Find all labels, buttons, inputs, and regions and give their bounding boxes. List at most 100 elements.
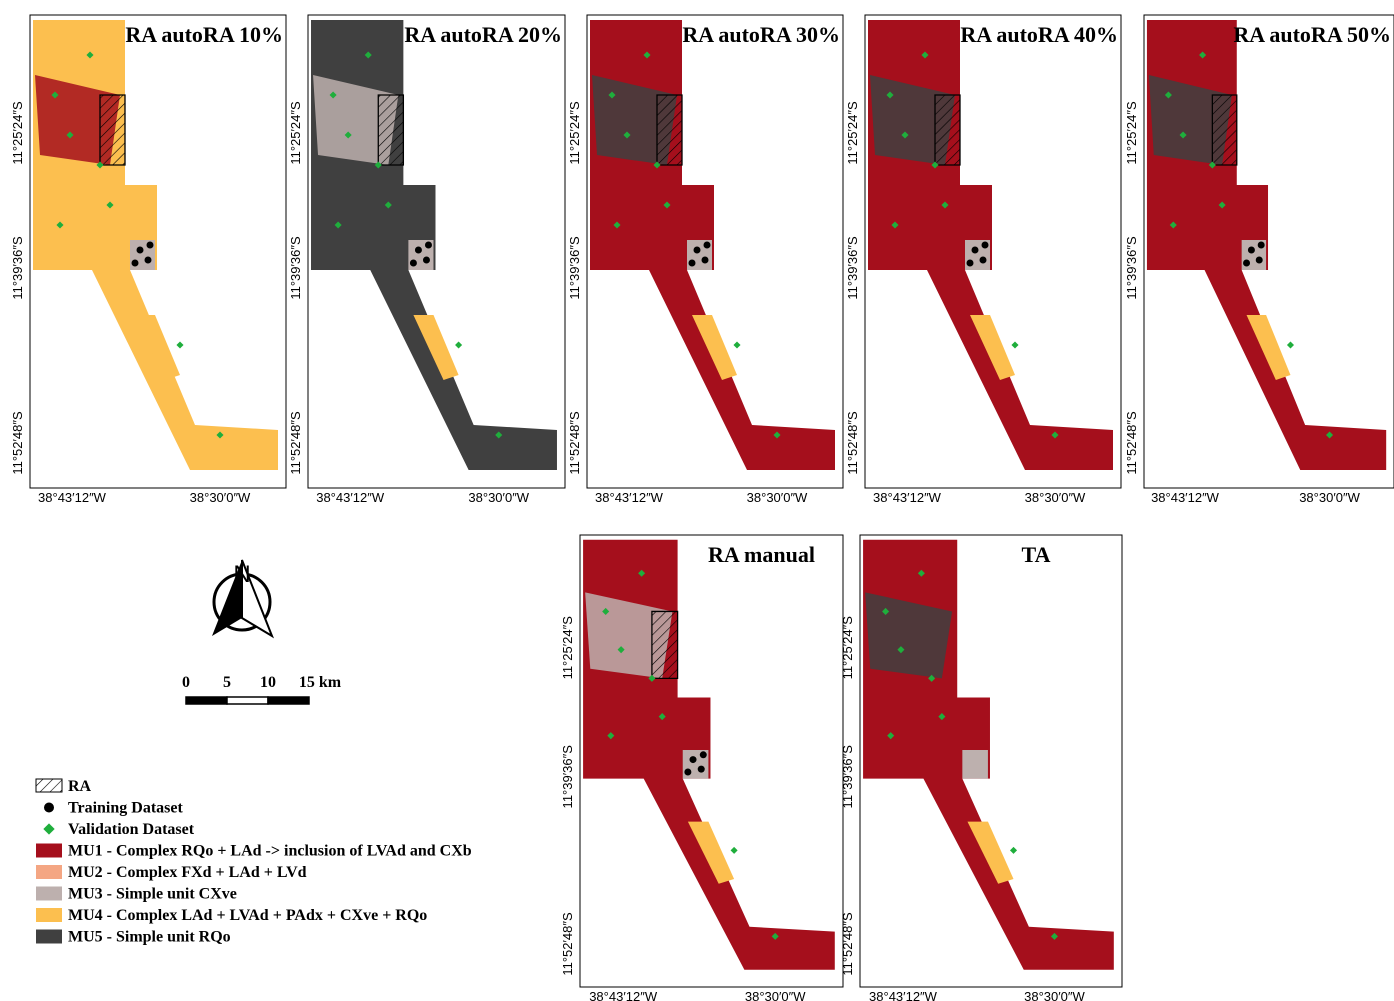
legend-label: MU3 - Simple unit CXve bbox=[68, 886, 237, 903]
longitude-label: 38°30′0″W bbox=[190, 490, 251, 505]
longitude-label: 38°43′12″W bbox=[589, 989, 658, 1001]
legend-label: RA bbox=[68, 778, 92, 795]
training-point bbox=[145, 257, 152, 264]
longitude-label: 38°43′12″W bbox=[595, 490, 664, 505]
legend-swatch bbox=[36, 779, 62, 792]
legend-swatch bbox=[43, 823, 54, 834]
map-panel: RA autoRA 50%11°25′24″S11°39′36″S11°52′4… bbox=[1124, 15, 1394, 505]
longitude-label: 38°30′0″W bbox=[468, 490, 529, 505]
map-panel: RA autoRA 30% 11°25′24″S 11°39′36″S 11°52′4… bbox=[567, 15, 843, 505]
latitude-label: 11°52′48″S bbox=[10, 411, 25, 475]
latitude-label: 11°25′24″S bbox=[845, 101, 860, 165]
longitude-label: 38°43′12″W bbox=[873, 490, 942, 505]
scale-label: 5 bbox=[223, 674, 231, 691]
map-panel: TA 11°25′24″S 11°39′36″S 11°52′48″S 38°43′12… bbox=[840, 535, 1122, 1001]
scale-label: 10 bbox=[260, 674, 276, 691]
training-point bbox=[690, 756, 697, 763]
panel-title: RA autoRA 30% bbox=[682, 22, 840, 47]
legend-label: Validation Dataset bbox=[68, 821, 195, 838]
training-point bbox=[704, 242, 711, 249]
longitude-label: 38°43′12″W bbox=[869, 989, 938, 1001]
legend-label: Training Dataset bbox=[68, 800, 183, 817]
training-point bbox=[410, 260, 417, 267]
latitude-label: 11°25′24″S bbox=[567, 101, 582, 165]
training-point bbox=[1243, 260, 1250, 267]
training-point bbox=[1248, 247, 1255, 254]
training-point bbox=[423, 257, 430, 264]
training-point bbox=[684, 768, 691, 775]
legend-label: MU4 - Complex LAd + LVAd + PAdx + CXve +… bbox=[68, 907, 427, 924]
legend-swatch bbox=[44, 803, 54, 813]
training-point bbox=[689, 260, 696, 267]
training-point bbox=[702, 257, 709, 264]
latitude-label: 11°39′36″S bbox=[840, 745, 855, 809]
north-label: N bbox=[233, 561, 250, 588]
legend-label: MU2 - Complex FXd + LAd + LVd bbox=[68, 864, 307, 881]
legend-swatch bbox=[36, 844, 62, 858]
longitude-label: 38°43′12″W bbox=[38, 490, 107, 505]
training-point bbox=[425, 242, 432, 249]
longitude-label: 38°43′12″W bbox=[316, 490, 385, 505]
ra-area bbox=[935, 95, 960, 165]
longitude-label: 38°30′0″W bbox=[1299, 490, 1360, 505]
legend-label: MU5 - Simple unit RQo bbox=[68, 929, 231, 946]
legend-swatch bbox=[36, 865, 62, 879]
legend-swatch bbox=[36, 930, 62, 944]
ra-area bbox=[378, 95, 403, 165]
scale-segment bbox=[186, 697, 227, 704]
latitude-label: 11°25′24″S bbox=[288, 101, 303, 165]
training-point bbox=[1256, 257, 1263, 264]
training-point bbox=[980, 257, 987, 264]
north-arrow: N bbox=[212, 560, 272, 636]
latitude-label: 11°39′36″S bbox=[10, 236, 25, 300]
panel-title: TA bbox=[1022, 542, 1051, 567]
training-point bbox=[132, 260, 139, 267]
latitude-label: 11°52′48″S bbox=[1124, 411, 1139, 475]
training-point bbox=[972, 247, 979, 254]
training-point bbox=[698, 766, 705, 773]
legend-swatch bbox=[36, 887, 62, 901]
longitude-label: 38°30′0″W bbox=[1025, 490, 1086, 505]
panel-title: RA autoRA 20% bbox=[404, 22, 562, 47]
soil-patch bbox=[962, 750, 988, 779]
map-panel: RA autoRA 20% 11°25′24″S 11°39′36″S 11°52′4… bbox=[288, 15, 565, 505]
map-panel: RA autoRA 40%11°25′24″S11°39′36″S11°52′4… bbox=[845, 15, 1121, 505]
scale-label: 15 km bbox=[299, 674, 342, 691]
training-point bbox=[982, 242, 989, 249]
ra-area bbox=[657, 95, 682, 165]
panel-title: RA manual bbox=[708, 542, 815, 567]
latitude-label: 11°39′36″S bbox=[288, 236, 303, 300]
training-point bbox=[700, 751, 707, 758]
figure: RA autoRA 10% 11°25′24″S 11°39′36″S 11°52′4… bbox=[0, 0, 1394, 1001]
longitude-label: 38°43′12″W bbox=[1151, 490, 1220, 505]
longitude-label: 38°30′0″W bbox=[1024, 989, 1085, 1001]
latitude-label: 11°25′24″S bbox=[560, 616, 575, 680]
panel-title: RA autoRA 40% bbox=[960, 22, 1118, 47]
ra-area bbox=[652, 611, 678, 678]
map-panel: RA autoRA 10%11°25′24″S11°39′36″S11°52′4… bbox=[10, 15, 286, 505]
latitude-label: 11°39′36″S bbox=[1124, 236, 1139, 300]
panel-title: RA autoRA 10% bbox=[125, 22, 283, 47]
training-point bbox=[1258, 242, 1265, 249]
latitude-label: 11°39′36″S bbox=[567, 236, 582, 300]
scale-segment bbox=[227, 697, 268, 704]
training-point bbox=[147, 242, 154, 249]
panel-title: RA autoRA 50% bbox=[1233, 22, 1391, 47]
latitude-label: 11°39′36″S bbox=[560, 745, 575, 809]
training-point bbox=[694, 247, 701, 254]
training-point bbox=[967, 260, 974, 267]
latitude-label: 11°52′48″S bbox=[567, 411, 582, 475]
map-panel: RA manual 11°25′24″S 11°39′36″S 11°52′48″S 3… bbox=[560, 535, 843, 1001]
latitude-label: 11°52′48″S bbox=[560, 912, 575, 976]
latitude-label: 11°52′48″S bbox=[288, 411, 303, 475]
ra-area bbox=[1212, 95, 1236, 165]
training-point bbox=[415, 247, 422, 254]
latitude-label: 11°39′36″S bbox=[845, 236, 860, 300]
ra-area bbox=[100, 95, 125, 165]
latitude-label: 11°52′48″S bbox=[840, 912, 855, 976]
longitude-label: 38°30′0″W bbox=[747, 490, 808, 505]
scale-segment bbox=[268, 697, 309, 704]
legend-swatch bbox=[36, 908, 62, 922]
latitude-label: 11°25′24″S bbox=[840, 616, 855, 680]
training-point bbox=[137, 247, 144, 254]
